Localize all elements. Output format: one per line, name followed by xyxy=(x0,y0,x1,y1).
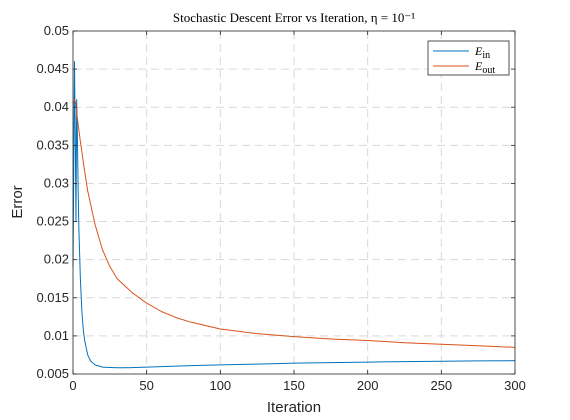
x-tick-label: 250 xyxy=(430,378,452,393)
y-tick-label: 0.025 xyxy=(36,214,69,229)
legend-label-e-out-main: E xyxy=(474,59,483,73)
x-tick-label: 200 xyxy=(357,378,379,393)
y-tick-label: 0.045 xyxy=(36,61,69,76)
legend-label-e-in-main: E xyxy=(474,44,483,58)
legend-label-e-in-sub: in xyxy=(482,50,490,61)
legend-label-e-out-sub: out xyxy=(482,65,495,76)
ticks-layer: 0 50 100 150 200 250 300 0.005 0.01 0.015 0.02 0.02… xyxy=(36,23,525,393)
y-tick-label: 0.05 xyxy=(44,23,69,38)
y-tick-label: 0.04 xyxy=(44,99,69,114)
chart-title: Stochastic Descent Error vs Iteration, η… xyxy=(173,10,415,25)
series-layer xyxy=(72,60,516,369)
series-line-out-1 xyxy=(72,99,516,348)
y-axis-label: Error xyxy=(9,185,26,218)
y-tick-label: 0.03 xyxy=(44,175,69,190)
legend-label-e-in: Ein xyxy=(474,44,490,61)
grid-layer xyxy=(73,31,515,374)
y-tick-label: 0.015 xyxy=(36,290,69,305)
y-tick-label: 0.035 xyxy=(36,137,69,152)
x-tick-label: 300 xyxy=(504,378,526,393)
legend: Ein Eout xyxy=(427,40,510,76)
x-tick-label: 150 xyxy=(283,378,305,393)
x-tick-label: 0 xyxy=(69,378,76,393)
y-tick-label: 0.02 xyxy=(44,252,69,267)
y-tick-label: 0.01 xyxy=(44,328,69,343)
x-tick-label: 50 xyxy=(139,378,153,393)
legend-box xyxy=(427,40,510,76)
x-tick-label: 100 xyxy=(209,378,231,393)
legend-label-e-out: Eout xyxy=(474,59,495,76)
y-tick-label: 0.005 xyxy=(36,366,69,381)
x-axis-label: Iteration xyxy=(267,399,321,416)
